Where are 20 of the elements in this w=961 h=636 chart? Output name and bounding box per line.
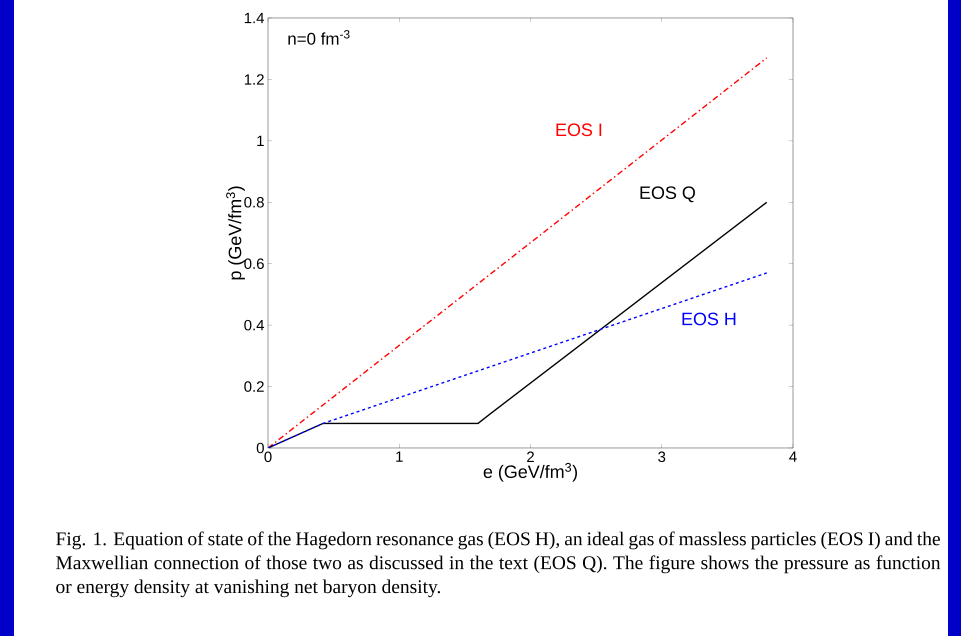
- series-label: EOS H: [682, 312, 736, 326]
- y-tick-label: 0.4: [244, 320, 264, 330]
- x-tick-label: 0: [264, 452, 272, 462]
- annotation: n=0 fm$^{-3}$: [288, 30, 350, 45]
- x-tick-label: 4: [789, 452, 797, 462]
- y-tick-label: 0.6: [244, 258, 264, 269]
- y-tick-label: 0.2: [244, 381, 264, 392]
- y-tick-label: 0: [256, 442, 264, 454]
- text: EOS I: [556, 123, 602, 136]
- x-tick-label: 2: [527, 452, 534, 462]
- text: EOS Q: [640, 186, 695, 202]
- x-tick-label: 3: [658, 452, 666, 462]
- x-axis-title: e (GeV/fm$^{3}$): [484, 462, 577, 482]
- y-axis-title: p (GeV/fm$^{3}$): [226, 186, 245, 280]
- y-tick-label: 1.2: [244, 74, 264, 85]
- y-tick-label: 1: [257, 136, 264, 146]
- y-tick-label: 0.8: [244, 196, 264, 208]
- y-tick-label: 1.4: [244, 12, 264, 24]
- caption: Fig. 1. Equation of state of the Hagedorn resonance gas (EOS H), an ideal gas of massless particles (EOS I) and the Maxwellian connection of those two as discussed in the text (EOS Q). The figure shows the pressure as function or energy density at vanishing net baryon density.: [56, 532, 940, 598]
- x-tick-label: 1: [396, 452, 403, 462]
